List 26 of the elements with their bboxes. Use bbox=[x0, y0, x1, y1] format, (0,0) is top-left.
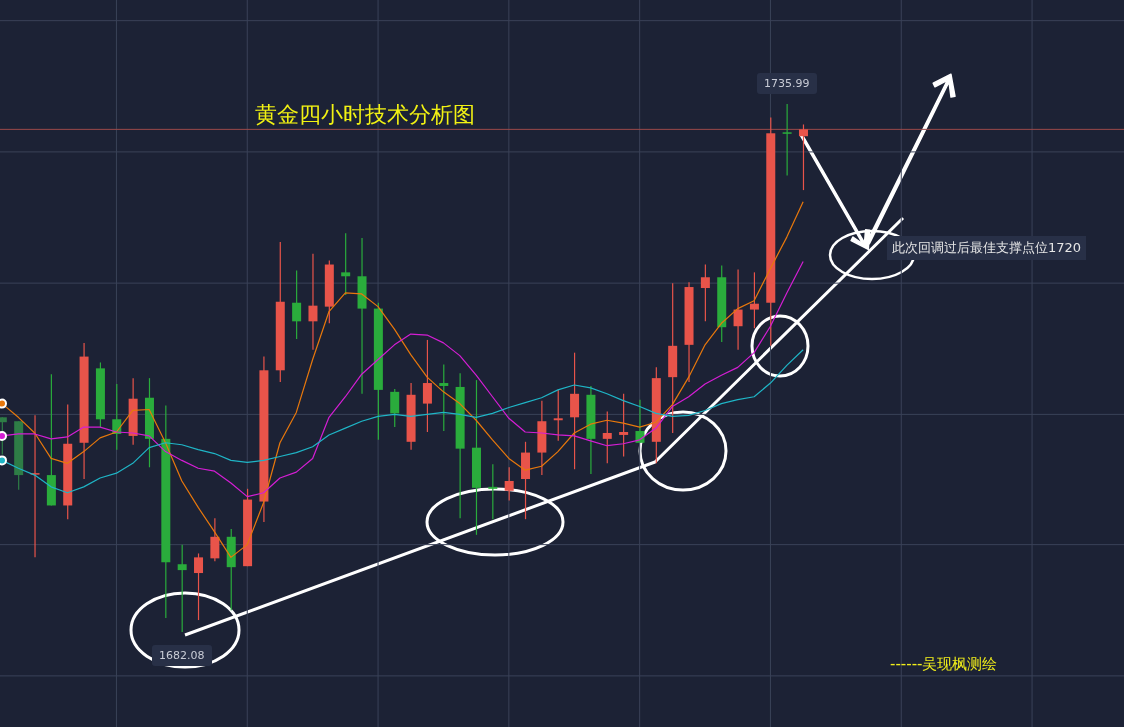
candlestick bbox=[194, 552, 204, 621]
text: ------吴现枫测绘 bbox=[890, 655, 998, 674]
candlestick bbox=[439, 363, 449, 432]
candlestick bbox=[177, 544, 187, 633]
candlestick bbox=[749, 271, 759, 329]
candlestick bbox=[308, 253, 318, 351]
candlestick bbox=[570, 352, 580, 470]
candlestick bbox=[210, 517, 220, 562]
candlestick bbox=[619, 393, 629, 458]
chart-title: 黄金四小时技术分析图 bbox=[255, 101, 475, 129]
text: 此次回调过后最佳支撑点位1720 bbox=[887, 236, 1087, 260]
candlestick bbox=[798, 123, 808, 191]
candlestick bbox=[700, 263, 710, 322]
candlestick bbox=[390, 388, 400, 428]
candlestick bbox=[733, 268, 743, 351]
candlestick bbox=[504, 466, 514, 502]
candlestick bbox=[30, 414, 40, 558]
annotation: 1735.99 bbox=[756, 73, 817, 94]
candlestick bbox=[488, 463, 498, 520]
annotation: 1682.08 bbox=[151, 645, 212, 666]
candlestick bbox=[553, 389, 563, 442]
candlestick bbox=[782, 103, 792, 176]
candlestick bbox=[341, 232, 351, 296]
candlestick bbox=[422, 339, 432, 433]
candlestick bbox=[602, 410, 612, 464]
candlestick bbox=[292, 269, 302, 340]
